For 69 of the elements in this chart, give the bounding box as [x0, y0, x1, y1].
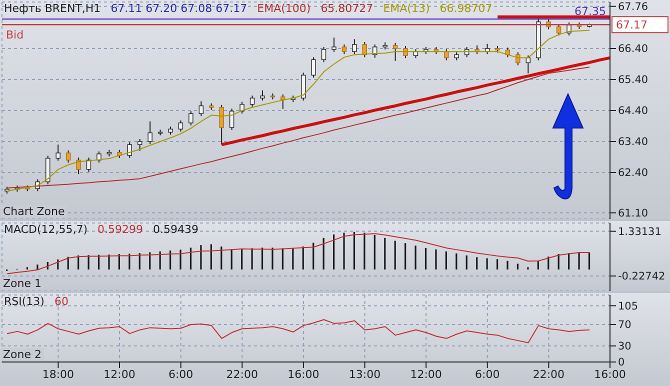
candlestick [56, 144, 60, 162]
annotation: 66.98707 [440, 2, 492, 15]
candlestick [137, 138, 142, 152]
candlestick [566, 22, 572, 36]
candlestick [240, 101, 244, 114]
candlestick [342, 44, 347, 55]
candlestick [556, 24, 562, 36]
candlestick [66, 150, 71, 164]
candlestick [178, 120, 184, 132]
candlestick [403, 46, 408, 59]
y-tick-label: 61.10 [618, 208, 648, 220]
x-tick-label: 22:00 [226, 368, 258, 381]
candlestick [229, 108, 234, 131]
candlestick [321, 46, 326, 63]
y-tick-label: 30 [618, 340, 632, 353]
annotation: Zone 2 [1, 348, 44, 361]
ref-line-label: Bid [6, 28, 24, 42]
line-series [6, 233, 590, 274]
x-tick-label: 12:00 [104, 368, 136, 381]
line-series [220, 56, 610, 146]
y-tick-label: 66.40 [618, 43, 648, 56]
candlestick [219, 104, 224, 146]
annotation: 65.80727 [320, 2, 374, 15]
y-tick-label: 64.40 [618, 105, 648, 118]
candlestick [250, 95, 255, 108]
annotation: 0.59439 [153, 223, 199, 236]
text: 67.17 [616, 18, 648, 32]
y-tick-label: -0.22742 [618, 270, 666, 283]
y-tick-label: 63.40 [618, 136, 648, 148]
candlestick [96, 150, 102, 164]
candlestick [198, 100, 204, 117]
text: EMA(13) [383, 2, 430, 15]
x-tick-label: 18:00 [42, 368, 74, 381]
y-tick-label: 62.40 [618, 167, 648, 180]
candlestick [188, 110, 194, 126]
y-tick-label: 0 [618, 356, 625, 369]
line-series [6, 319, 590, 344]
x-tick-label: 12:00 [410, 368, 442, 381]
y-tick-label: 65.40 [618, 74, 648, 86]
x-tick-label: 6:00 [475, 368, 500, 381]
candlestick [516, 52, 520, 66]
candlestick [392, 42, 398, 62]
annotation: 67.11 67.20 67.08 67.17 [110, 2, 248, 15]
candlestick [148, 120, 152, 144]
y-tick-label: 105 [618, 300, 638, 312]
y-tick-label: 1.33131 [618, 226, 662, 238]
y-tick-label: 67.76 [618, 1, 648, 14]
chart-title: Нефть BRENT,H1 [4, 2, 101, 15]
x-tick-label: 22:00 [532, 368, 565, 381]
candlestick [352, 38, 357, 55]
x-tick-label: 13:00 [348, 368, 381, 381]
candlestick [300, 72, 306, 102]
candlestick [76, 157, 81, 175]
annotation: 60 [54, 295, 68, 308]
x-tick-label: 6:00 [168, 368, 194, 381]
annotation: 0.59299 [98, 223, 144, 236]
candlestick [260, 90, 265, 102]
x-tick-label: 16:00 [594, 368, 626, 381]
candlestick [46, 155, 50, 185]
annotation: Chart Zone [1, 205, 67, 218]
chart-title: MACD(12,55,7) [4, 223, 88, 236]
x-tick-label: 16:00 [288, 368, 320, 381]
candlestick [311, 56, 316, 78]
y-tick-label: 70 [618, 319, 632, 332]
text: EMA(100) [257, 2, 311, 15]
annotation: Zone 1 [1, 277, 44, 290]
ref-line-label: 67.35 [574, 5, 606, 18]
candlestick [332, 37, 336, 52]
chart-title: RSI(13) [4, 295, 44, 308]
